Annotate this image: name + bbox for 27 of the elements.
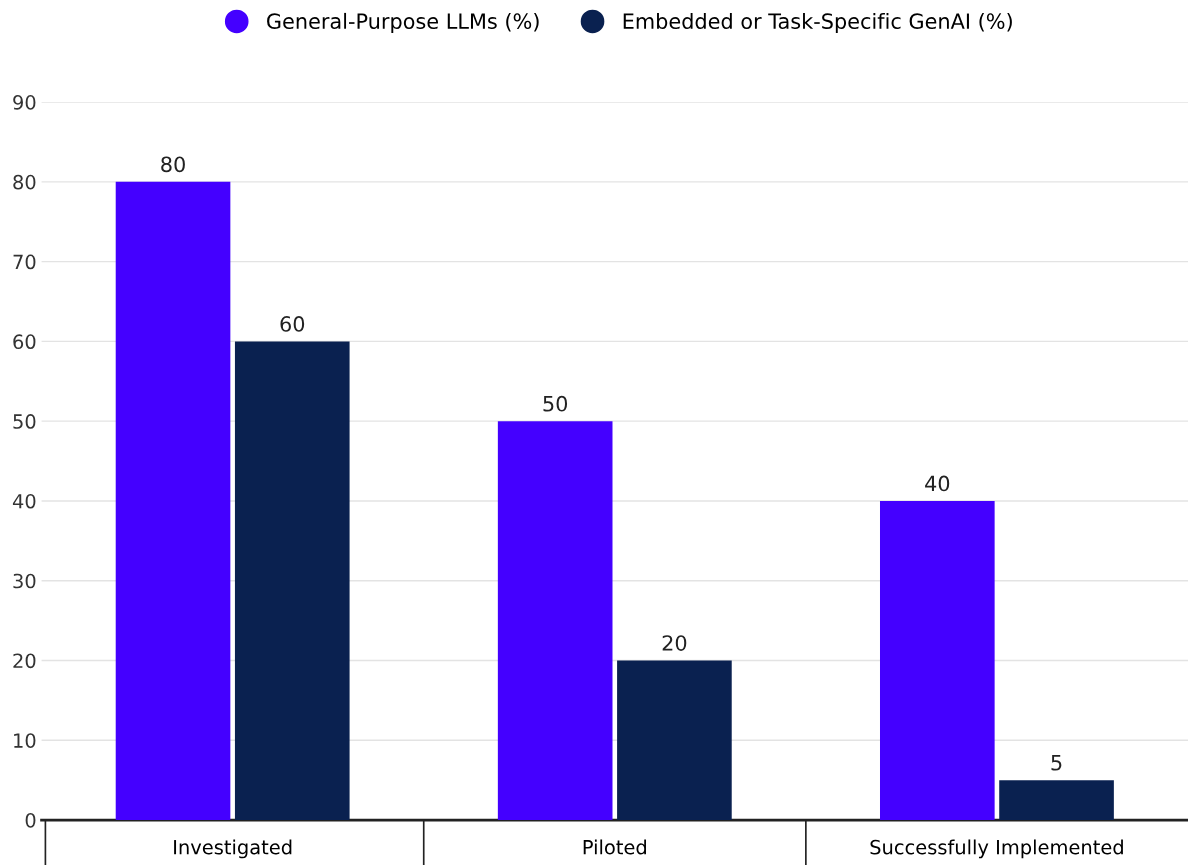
bar — [617, 660, 732, 821]
x-tick-label: Investigated — [174, 839, 292, 859]
y-tick-label: 0 — [25, 812, 36, 828]
y-tick-label: 80 — [13, 174, 36, 190]
data-label: 20 — [662, 635, 687, 651]
bar — [234, 341, 350, 821]
y-tick-label: 90 — [13, 95, 36, 110]
data-label: 80 — [161, 156, 185, 173]
bar — [497, 421, 613, 821]
y-tick-label: 70 — [13, 254, 36, 270]
data-label: 50 — [543, 395, 568, 412]
x-tick-label: Piloted — [583, 839, 646, 855]
legend-label: General-Purpose LLMs (%) — [267, 12, 539, 34]
y-tick-label: 50 — [13, 414, 36, 429]
bar — [115, 181, 231, 821]
bar — [999, 780, 1114, 821]
y-tick-label: 20 — [13, 653, 36, 669]
y-tick-label: 10 — [14, 733, 36, 748]
y-tick-label: 40 — [12, 493, 36, 509]
data-label: 60 — [280, 316, 305, 332]
y-tick-label: 30 — [13, 573, 36, 589]
x-tick-label: Successfully Implemented — [870, 839, 1123, 859]
data-label: 5 — [1051, 755, 1062, 771]
y-tick-label: 60 — [13, 334, 36, 350]
bar — [880, 500, 995, 821]
data-label: 40 — [925, 475, 950, 492]
legend-label: Embedded or Task-Specific GenAI (%) — [623, 12, 1012, 34]
